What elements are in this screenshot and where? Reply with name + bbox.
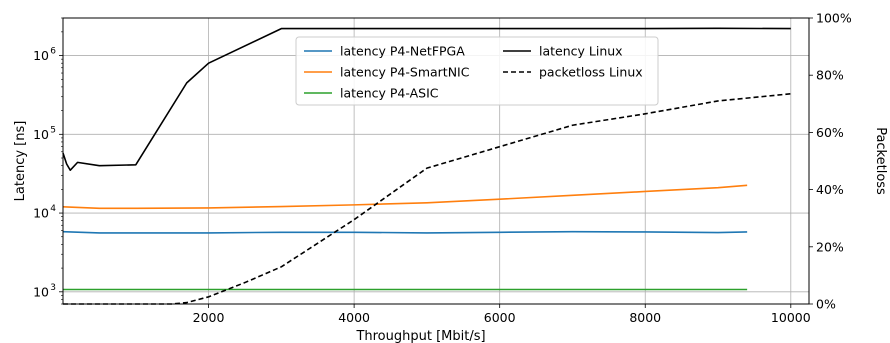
x-tick-label: 8000: [629, 310, 661, 325]
plot-frame: [62, 17, 810, 305]
y-left-tick-exponent: 4: [50, 204, 56, 214]
legend-label-1: latency P4-SmartNIC: [340, 65, 470, 80]
y-left-tick-label: 10: [33, 48, 49, 63]
x-tick-label: 10000: [771, 310, 811, 325]
y-left-tick-label: 10: [33, 206, 49, 221]
y-left-tick-exponent: 5: [50, 125, 56, 135]
legend-label-2: latency P4-ASIC: [340, 86, 439, 101]
series-layer: [62, 27, 791, 305]
y-left-tick-label: 10: [33, 127, 49, 142]
y-left-tick-exponent: 6: [50, 47, 56, 57]
x-tick-label: 6000: [484, 310, 516, 325]
legend-label-3: latency Linux: [539, 44, 623, 59]
y-axis-label-right: Packetloss: [873, 127, 888, 195]
y-left-tick-exponent: 3: [50, 283, 56, 293]
y-right-tick-label: 60%: [816, 125, 844, 140]
legend-label-4: packetloss Linux: [539, 65, 643, 80]
y-axis-label-left: Latency [ns]: [13, 121, 28, 202]
legend-label-0: latency P4-NetFPGA: [340, 44, 465, 59]
y-right-tick-label: 20%: [816, 239, 844, 254]
series-line-1: [62, 184, 748, 210]
y-right-tick-label: 0%: [816, 297, 836, 312]
y-right-tick-label: 80%: [816, 68, 844, 83]
series-line-0: [62, 230, 748, 234]
x-tick-label: 4000: [338, 310, 370, 325]
legend: latency P4-NetFPGA latency P4-SmartNIC lat…: [295, 36, 659, 106]
series-line-4: [63, 92, 791, 305]
x-axis-label: Throughput [Mbit/s]: [355, 329, 485, 343]
y-right-tick-label: 40%: [816, 182, 844, 197]
x-tick-label: 2000: [193, 310, 225, 325]
series-line-3: [62, 27, 791, 172]
y-right-tick-label: 100%: [816, 11, 852, 26]
y-left-tick-label: 10: [33, 284, 49, 299]
legend-box: [295, 36, 659, 106]
